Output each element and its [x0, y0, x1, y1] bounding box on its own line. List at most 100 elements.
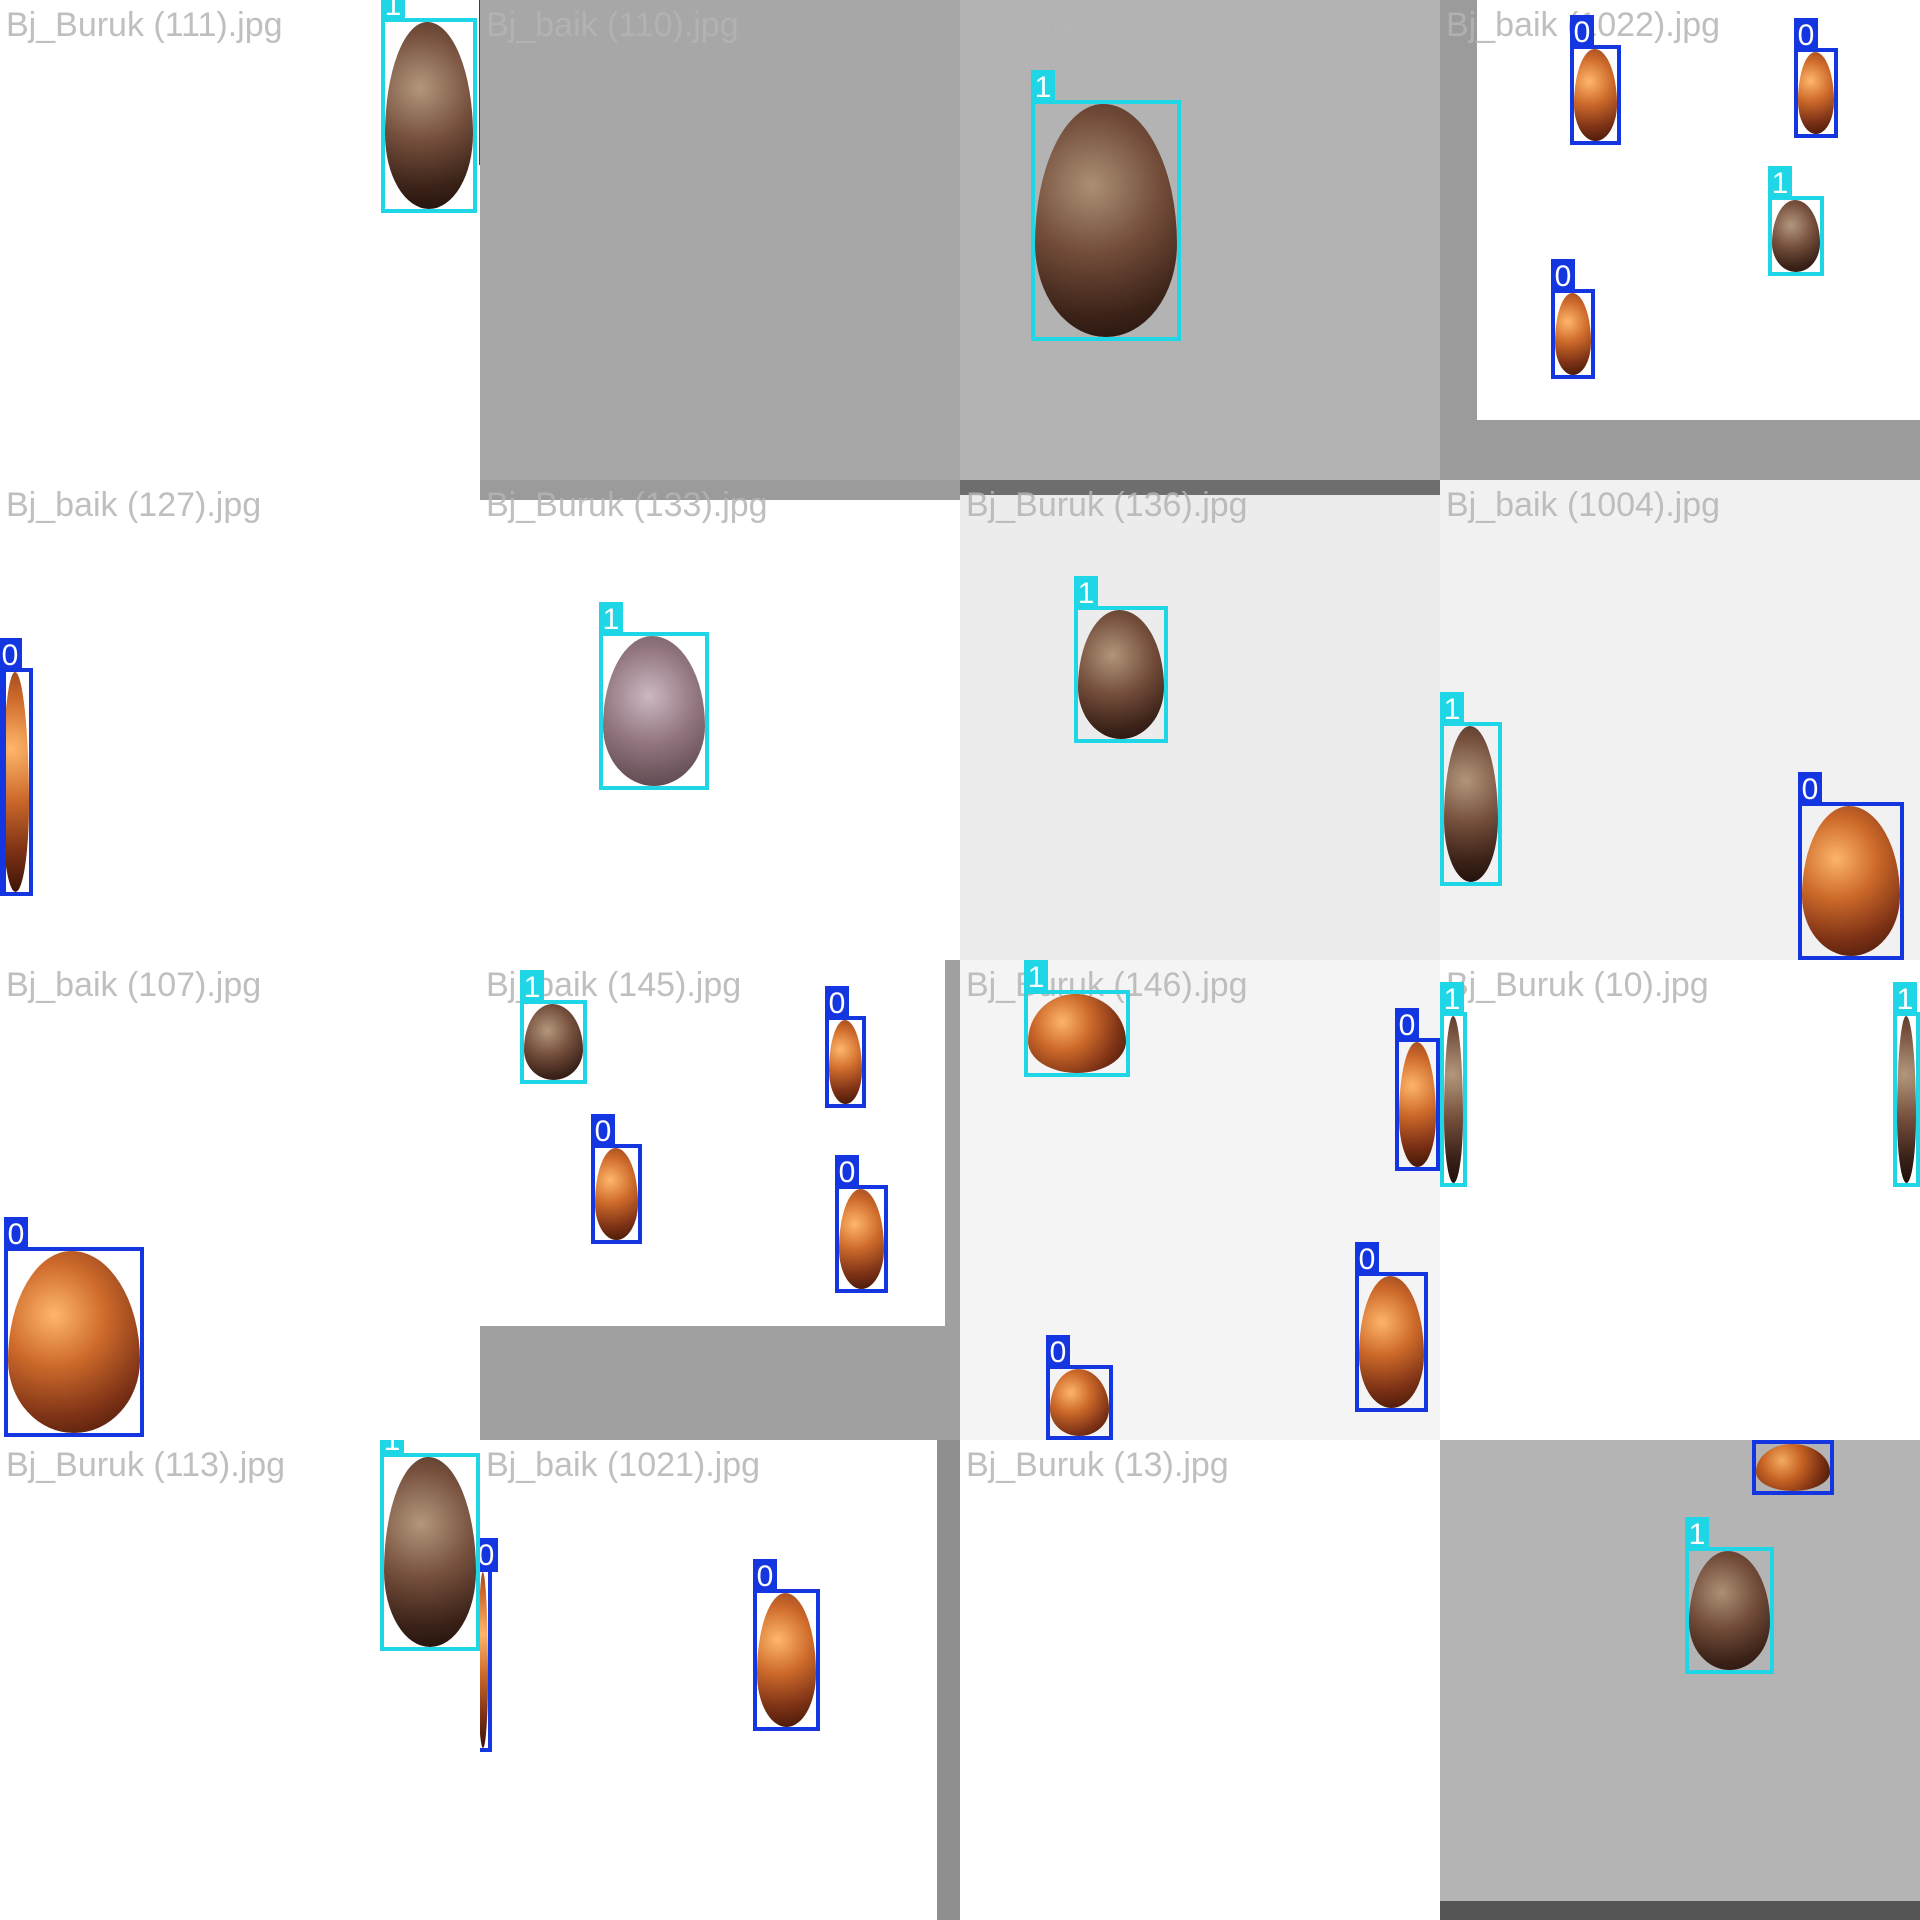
image-filename: Bj_Buruk (10).jpg [1446, 966, 1709, 1004]
bounding-box-class-0: 0 [1551, 259, 1595, 379]
tile-bj-buruk-133-jpg: Bj_Buruk (133).jpg 1 [480, 480, 960, 960]
bounding-box-class-0: 0 [1355, 1242, 1428, 1412]
tile-bj-baik-126-jpg: Bj_baik (126).jpg 0 1 [1440, 1440, 1920, 1920]
cocoa-bean [1028, 994, 1126, 1073]
background-patch [1477, 0, 1920, 420]
cocoa-bean [603, 636, 705, 786]
tile-bj-baik-1027-jpg: Bj_baik (1027).jpg 1 [960, 0, 1440, 480]
class-label: 1 [1685, 1517, 1709, 1551]
bounding-box-class-1: 1 [380, 1440, 480, 1651]
bounding-box-class-0: 0 [1046, 1335, 1113, 1440]
cocoa-bean [595, 1148, 638, 1240]
cocoa-bean [1399, 1042, 1436, 1167]
cocoa-bean [1050, 1369, 1109, 1436]
cocoa-bean [1689, 1551, 1770, 1670]
class-label: 0 [1355, 1242, 1379, 1276]
class-label: 0 [4, 1217, 28, 1251]
bounding-box-class-0: 0 [1395, 1008, 1440, 1171]
image-filename: Bj_baik (1021).jpg [486, 1446, 761, 1484]
cocoa-bean [1802, 806, 1900, 956]
cocoa-bean [1078, 610, 1164, 739]
tile-bj-baik-107-jpg: Bj_baik (107).jpg 0 [0, 960, 480, 1440]
tile-bj-baik-127-jpg: Bj_baik (127).jpg 00 [0, 480, 480, 960]
cocoa-bean [1756, 1444, 1830, 1491]
class-label: 1 [520, 970, 544, 1004]
bounding-box-class-0: 0 [591, 1114, 642, 1244]
class-label: 0 [480, 1538, 498, 1572]
tile-bj-buruk-13-jpg: Bj_Buruk (13).jpg [960, 1440, 1440, 1920]
cocoa-bean [1444, 1016, 1463, 1183]
background-patch [480, 1326, 960, 1440]
class-label: 1 [599, 602, 623, 636]
image-filename: Bj_baik (127).jpg [6, 486, 262, 524]
cocoa-bean [384, 1457, 476, 1647]
cocoa-bean [1772, 200, 1820, 272]
background-patch [945, 960, 960, 1326]
bounding-box-class-1: 1 [1074, 576, 1168, 743]
class-label: 0 [1798, 772, 1822, 806]
tile-bj-buruk-10-jpg: Bj_Buruk (10).jpg 1 1 [1440, 960, 1920, 1440]
cocoa-bean [1574, 49, 1617, 141]
background-patch [1440, 1901, 1920, 1920]
class-label: 0 [1551, 259, 1575, 293]
cocoa-bean [1359, 1276, 1424, 1408]
bounding-box-class-0: 0 [1798, 772, 1904, 960]
bounding-box-class-1: 1 [520, 970, 587, 1084]
cocoa-bean [385, 22, 473, 209]
cocoa-bean [2, 672, 29, 892]
class-label: 0 [1395, 1008, 1419, 1042]
bounding-box-class-0: 0 [4, 1217, 144, 1437]
class-label: 1 [1074, 576, 1098, 610]
tile-bj-baik-1004-jpg: Bj_baik (1004).jpg 1 0 [1440, 480, 1920, 960]
image-filename: Bj_baik (126).jpg [1446, 1446, 1702, 1484]
bounding-box-class-1: 1 [599, 602, 709, 790]
tile-bj-buruk-136-jpg: Bj_Buruk (136).jpg 1 [960, 480, 1440, 960]
tile-bj-baik-1021-jpg: Bj_baik (1021).jpg 0 0 [480, 1440, 960, 1920]
tile-bj-baik-1022-jpg: Bj_baik (1022).jpg 0 0 1 0 [1440, 0, 1920, 480]
image-filename: Bj_baik (1004).jpg [1446, 486, 1721, 524]
bounding-box-class-1: 1 [1685, 1517, 1774, 1674]
tile-bj-buruk-111-jpg: Bj_Buruk (111).jpg 1 0 [0, 0, 480, 480]
bounding-box-class-0: 0 [835, 1155, 888, 1293]
class-label: 0 [753, 1559, 777, 1593]
class-label: 0 [0, 638, 22, 672]
tile-bj-baik-145-jpg: Bj_baik (145).jpg 1 0 0 0 [480, 960, 960, 1440]
image-filename: Bj_Buruk (111).jpg [6, 6, 283, 44]
bounding-box-class-0: 0 [0, 638, 33, 896]
image-filename: Bj_Buruk (113).jpg [6, 1446, 286, 1484]
image-filename: Bj_baik (107).jpg [6, 966, 262, 1004]
bounding-box-class-0: 0 [1752, 1440, 1834, 1495]
cocoa-bean [1555, 293, 1591, 375]
class-label: 1 [1893, 982, 1917, 1016]
bounding-box-class-1: 1 [1440, 692, 1502, 886]
cocoa-bean [1798, 52, 1834, 134]
cocoa-bean [829, 1020, 862, 1104]
bounding-box-class-0: 0 [753, 1559, 820, 1731]
class-label: 0 [1794, 18, 1818, 52]
bounding-box-class-1: 1 [1024, 960, 1130, 1077]
class-label: 1 [1024, 960, 1048, 994]
bounding-box-class-0: 0 [1794, 18, 1838, 138]
cocoa-bean [1897, 1016, 1916, 1183]
tile-bj-buruk-113-jpg: Bj_Buruk (113).jpg 1 [0, 1440, 480, 1920]
bounding-box-class-0: 0 [0, 668, 6, 896]
bounding-box-class-1: 1 [1440, 982, 1467, 1187]
bounding-box-class-0: 0 [479, 0, 480, 165]
background-patch [480, 480, 960, 500]
cocoa-bean [524, 1004, 583, 1080]
class-label: 1 [381, 0, 405, 22]
class-label: 1 [1031, 70, 1055, 104]
bounding-box-class-1: 1 [1768, 166, 1824, 276]
cocoa-bean [480, 1572, 488, 1748]
cocoa-bean [1035, 104, 1177, 337]
bounding-box-class-1: 1 [1893, 982, 1920, 1187]
class-label: 1 [1440, 982, 1464, 1016]
bounding-box-class-0: 0 [825, 986, 866, 1108]
background-patch [960, 480, 1440, 495]
class-label: 1 [1768, 166, 1792, 200]
class-label: 0 [825, 986, 849, 1020]
image-filename: Bj_baik (1027).jpg [966, 6, 1241, 44]
class-label: 0 [1570, 15, 1594, 49]
bounding-box-class-0: 0 [480, 1538, 498, 1752]
